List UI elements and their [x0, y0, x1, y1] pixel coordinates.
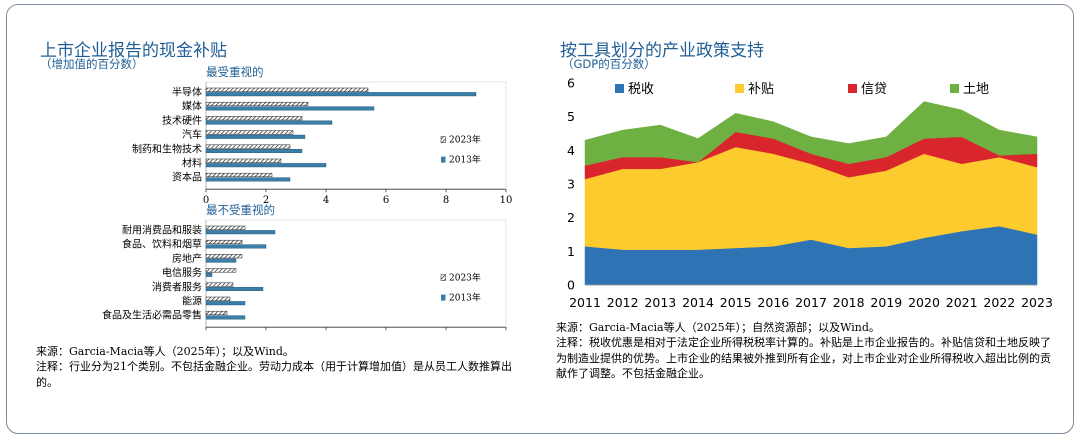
x-tick-label: 2018 — [833, 295, 865, 310]
bar-2013-1 — [205, 272, 213, 277]
x-tick-label: 2019 — [870, 295, 902, 310]
category-label-0: 制药和生物技术 — [132, 142, 202, 155]
category-label-0: 资本品 — [172, 171, 202, 184]
panel-title-1: 最不受重视的 — [206, 203, 275, 217]
x-tick-label: 2012 — [607, 295, 639, 310]
category-label-1: 电信服务 — [162, 266, 202, 279]
category-label-1: 房地产 — [172, 252, 202, 265]
x-tick-label-0: 4 — [323, 195, 329, 206]
bar-2013-1 — [205, 244, 267, 249]
bar-2023-0 — [205, 158, 282, 163]
bar-2023-0 — [205, 101, 309, 107]
category-label-1: 耐用消费品和服装 — [122, 224, 202, 237]
category-label-1: 能源 — [182, 295, 202, 308]
legend-swatch-补贴 — [735, 84, 744, 93]
right-footnote: 注释：税收优惠是相对于法定企业所得税税率计算的。补贴是上市企业报告的。补贴信贷和… — [556, 336, 1051, 380]
panel-title-0: 最受重视的 — [206, 65, 264, 79]
left-footnote: 注释：行业分为21个类别。不包括金融企业。劳动力成本（用于计算增加值）是从员工人… — [36, 360, 512, 389]
legend-swatch-2013-1 — [441, 294, 446, 301]
x-tick-label-0: 2 — [263, 195, 269, 206]
category-label-0: 媒体 — [182, 101, 202, 113]
bar-2023-1 — [205, 254, 243, 259]
category-label-1: 食品及生活必需品零售 — [102, 309, 202, 322]
right-panel-subtitle: （GDP的百分数） — [562, 57, 656, 71]
bar-2013-0 — [205, 92, 477, 97]
bar-2013-1 — [205, 301, 246, 306]
bar-2013-0 — [205, 134, 306, 139]
bar-2013-1 — [205, 315, 246, 320]
bar-2023-1 — [205, 282, 234, 287]
left-panel-title: 上市企业报告的现金补贴 — [40, 41, 227, 61]
x-tick-label: 2016 — [757, 295, 789, 310]
bar-2023-0 — [205, 116, 303, 121]
area-series-土地 — [584, 101, 1038, 166]
x-tick-label: 2015 — [720, 295, 752, 310]
category-label-0: 半导体 — [172, 86, 202, 99]
bar-2023-1 — [205, 239, 243, 245]
right-source-note: 来源：Garcia-Macia等人（2025年）；自然资源部；以及Wind。 — [556, 321, 880, 334]
x-tick-label-0: 0 — [203, 195, 209, 206]
x-tick-label: 2023 — [1021, 295, 1053, 310]
legend-label-土地: 土地 — [963, 82, 989, 97]
y-tick-label: 6 — [567, 76, 575, 91]
legend-label-2013-1: 2013年 — [449, 292, 481, 304]
legend-label-2023-1: 2023年 — [449, 272, 481, 284]
category-label-0: 汽车 — [182, 128, 202, 141]
y-tick-label: 1 — [567, 244, 575, 259]
y-tick-label: 4 — [567, 143, 575, 158]
y-tick-label: 3 — [567, 177, 575, 192]
x-tick-label-0: 10 — [500, 195, 513, 206]
bar-2023-0 — [205, 130, 294, 135]
x-tick-label: 2022 — [983, 295, 1015, 310]
legend-label-补贴: 补贴 — [748, 82, 774, 97]
legend-swatch-2023-1 — [440, 274, 446, 281]
bar-2023-1 — [205, 310, 228, 316]
left-source-note: 来源：Garcia-Macia等人（2025年）；以及Wind。 — [36, 345, 294, 358]
x-tick-label: 2011 — [569, 295, 601, 310]
bar-2023-0 — [205, 172, 273, 178]
bar-2013-0 — [205, 106, 375, 111]
stacked-area-chart: 0 1 2 3 4 5 6 2011 2012 2013 2014 2015 2016 2017 2018 2… — [567, 76, 1053, 311]
bar-2013-1 — [205, 230, 276, 235]
x-tick-label: 2013 — [644, 295, 676, 310]
legend-label-信贷: 信贷 — [861, 82, 887, 97]
bar-2023-0 — [205, 144, 291, 149]
legend-swatch-土地 — [950, 84, 959, 93]
category-label-1: 食品、饮料和烟草 — [122, 238, 202, 251]
category-label-1: 消费者服务 — [152, 280, 202, 293]
bar-2013-0 — [205, 177, 291, 182]
x-tick-label: 2020 — [908, 295, 940, 310]
x-tick-label-0: 6 — [383, 195, 389, 206]
legend-swatch-信贷 — [848, 84, 857, 93]
bar-2013-1 — [205, 286, 264, 291]
y-tick-label: 5 — [567, 109, 575, 124]
x-tick-label: 2017 — [795, 295, 827, 310]
legend-swatch-税收 — [615, 84, 624, 93]
y-tick-label: 0 — [567, 278, 575, 293]
category-label-0: 材料 — [182, 157, 202, 170]
right-panel-title: 按工具划分的产业政策支持 — [560, 41, 764, 61]
legend-label-税收: 税收 — [628, 82, 654, 97]
bar-2023-1 — [205, 225, 246, 230]
bar-2013-1 — [205, 258, 237, 263]
bar-2023-0 — [205, 87, 369, 92]
y-tick-label: 2 — [567, 210, 575, 225]
bar-2013-0 — [205, 120, 333, 125]
bar-2023-1 — [205, 268, 237, 273]
bar-2013-0 — [205, 148, 303, 153]
bar-2023-1 — [205, 296, 231, 301]
left-panel-subtitle: （增加值的百分数） — [40, 57, 144, 71]
category-label-0: 技术硬件 — [162, 114, 202, 127]
legend-label-2013-0: 2013年 — [449, 154, 481, 166]
x-tick-label-0: 8 — [443, 195, 449, 206]
x-tick-label: 2021 — [946, 295, 978, 310]
bar-2013-0 — [205, 163, 327, 168]
x-tick-label: 2014 — [682, 295, 714, 310]
legend-label-2023-0: 2023年 — [449, 134, 481, 146]
legend-swatch-2013-0 — [441, 156, 446, 163]
legend-swatch-2023-0 — [440, 136, 446, 143]
